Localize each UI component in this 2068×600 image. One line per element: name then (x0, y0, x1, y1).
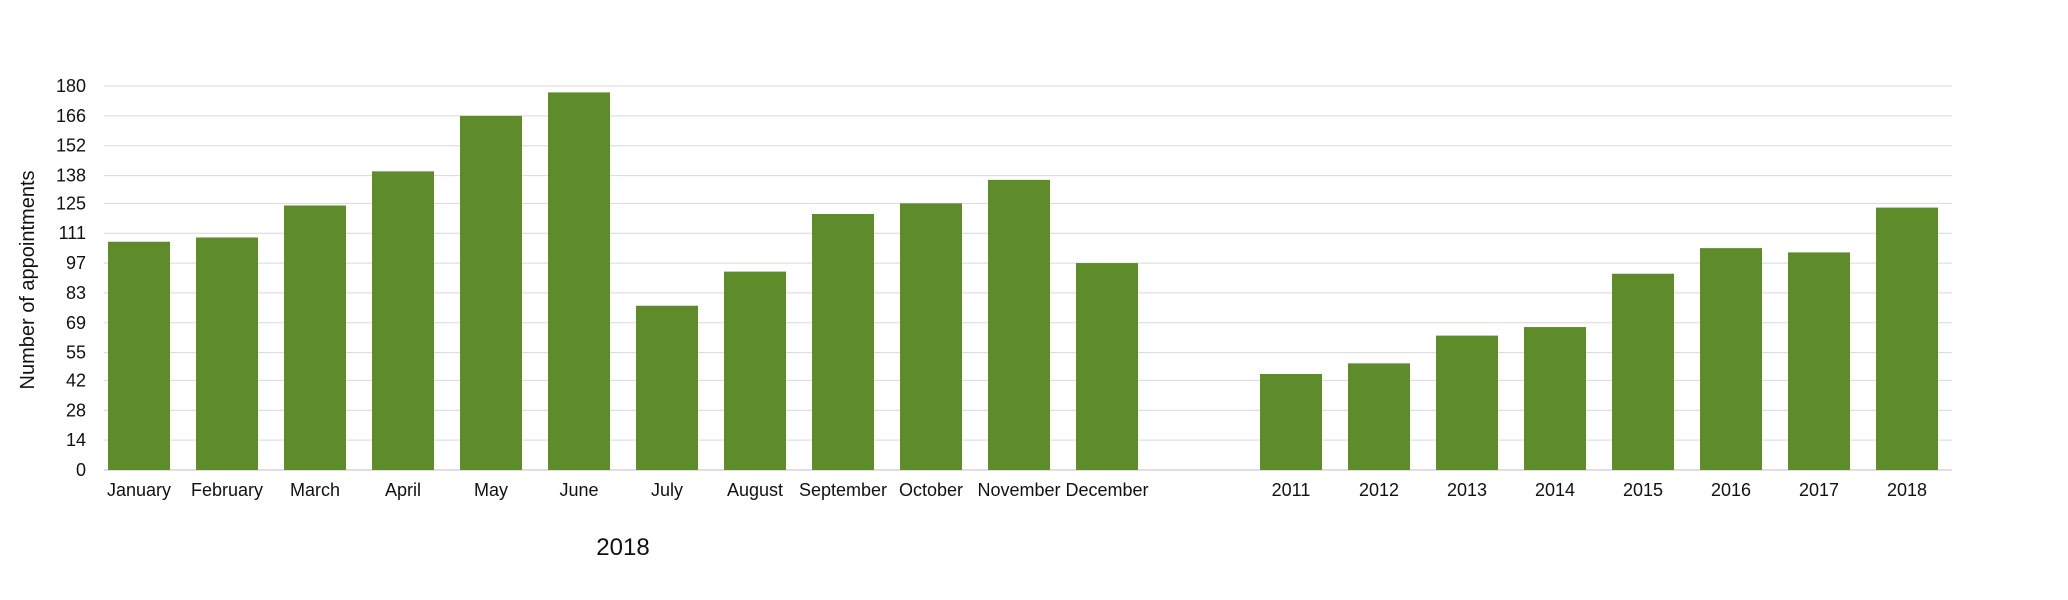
x-tick-label: April (385, 480, 421, 500)
x-tick-label: 2014 (1535, 480, 1575, 500)
bar (372, 171, 434, 471)
x-tick-label: October (899, 480, 963, 500)
bar (636, 305, 698, 470)
group-label: 2018 (596, 534, 649, 561)
y-tick-label: 97 (66, 253, 86, 273)
x-tick-label: June (559, 480, 598, 500)
x-tick-label: December (1065, 480, 1148, 500)
bar (460, 115, 522, 470)
y-tick-label: 28 (66, 400, 86, 420)
x-tick-label: July (651, 480, 683, 500)
bar (108, 241, 170, 470)
y-tick-label: 0 (76, 460, 86, 480)
x-tick-label: September (799, 480, 887, 500)
y-tick-label: 166 (56, 106, 86, 126)
bar (1436, 335, 1498, 470)
bar (1876, 207, 1938, 470)
y-tick-label: 138 (56, 166, 86, 186)
group-labels: 2018 (596, 534, 649, 561)
y-tick-label: 180 (56, 76, 86, 96)
bar (1612, 273, 1674, 470)
bar (1788, 252, 1850, 470)
bars (108, 92, 1938, 471)
y-tick-label: 55 (66, 343, 86, 363)
x-tick-label: January (107, 480, 171, 500)
y-tick-label: 42 (66, 370, 86, 390)
x-tick-label: August (727, 480, 783, 500)
x-tick-label: May (474, 480, 508, 500)
x-tick-label: February (191, 480, 263, 500)
y-tick-label: 152 (56, 136, 86, 156)
bar (1076, 263, 1138, 470)
bar (1700, 248, 1762, 470)
bar (1524, 327, 1586, 470)
x-tick-label: November (977, 480, 1060, 500)
x-tick-label: 2017 (1799, 480, 1839, 500)
bar (988, 179, 1050, 470)
bar (1260, 374, 1322, 470)
y-tick-label: 83 (66, 283, 86, 303)
x-tick-label: 2015 (1623, 480, 1663, 500)
y-tick-label: 111 (59, 223, 86, 243)
bar (548, 92, 610, 471)
bar (196, 237, 258, 470)
y-axis-ticks: 0 14 28 42 55 69 83 97 111 125 138 152 166 180 (56, 76, 86, 480)
y-tick-label: 69 (66, 313, 86, 333)
x-tick-label: 2013 (1447, 480, 1487, 500)
y-tick-label: 14 (66, 430, 86, 450)
bar (724, 271, 786, 470)
y-axis-title: Number of appointments (17, 170, 39, 389)
x-tick-label: 2016 (1711, 480, 1751, 500)
x-tick-label: March (290, 480, 340, 500)
bar (812, 214, 874, 470)
bar (1348, 363, 1410, 470)
y-tick-label: 125 (56, 193, 86, 213)
x-tick-label: 2018 (1887, 480, 1927, 500)
x-tick-label: 2012 (1359, 480, 1399, 500)
bar (900, 203, 962, 471)
x-tick-label: 2011 (1272, 480, 1311, 500)
x-axis-labels: January February March April May June July Augu… (107, 480, 1927, 500)
bar (284, 205, 346, 470)
